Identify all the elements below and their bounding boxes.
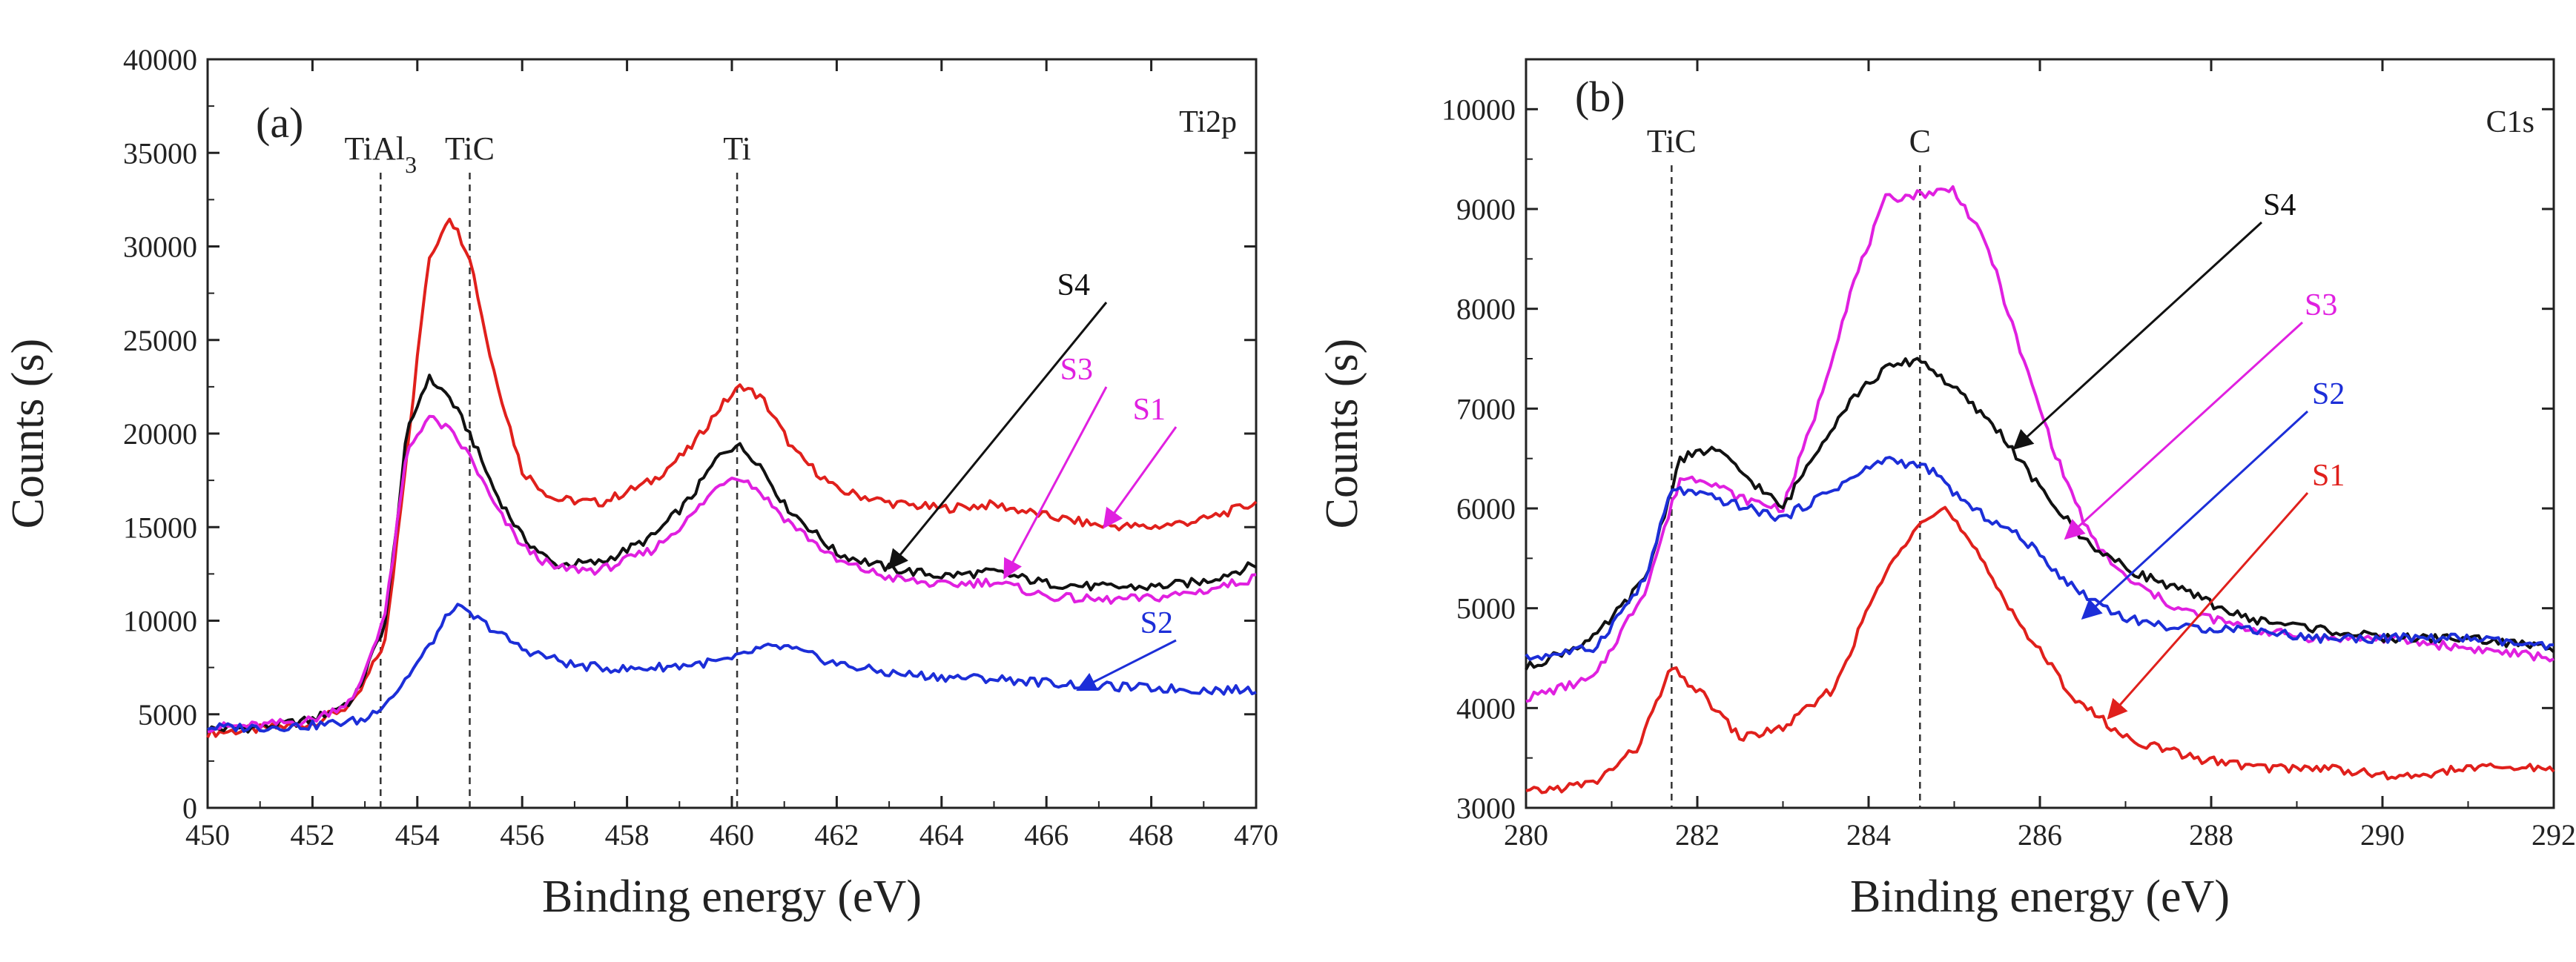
x-tick-label: 466 [1024,818,1069,852]
series-line-s2 [1525,456,2554,661]
x-tick-label: 282 [1675,818,1720,852]
y-axis-title: Counts (s) [1317,339,1367,529]
panel-tag: (b) [1575,73,1625,121]
series-line-s4 [206,374,1257,734]
y-tick-label: 0 [182,792,197,825]
x-tick-label: 464 [919,818,964,852]
x-tick-label: 290 [2360,818,2405,852]
y-tick-label: 5000 [1456,592,1516,626]
y-tick-label: 6000 [1456,492,1516,525]
panel-tag: (a) [256,99,303,147]
y-tick-label: 9000 [1456,193,1516,226]
corner-label: Ti2p [1179,105,1237,139]
annotation-arrow-s4 [2012,221,2263,451]
annotation-arrow-s3 [1003,386,1108,580]
x-axis-title: Binding energy (eV) [1850,872,2230,922]
annotation-label-s3: S3 [2305,288,2337,322]
annotation-label-s2: S2 [1140,606,1173,640]
annotation-label-s3: S3 [1060,353,1093,387]
y-tick-label: 4000 [1456,691,1516,725]
y-tick-label: 35000 [123,136,197,170]
x-tick-label: 284 [1846,818,1891,852]
plot-frame [1525,58,2555,809]
y-tick-label: 30000 [123,230,197,264]
reference-label: TiAl3 [345,130,417,178]
x-tick-label: 280 [1504,818,1548,852]
y-axis-title: Counts (s) [3,339,53,529]
x-tick-label: 470 [1234,818,1278,852]
reference-label: C [1909,123,1931,159]
y-tick-label: 8000 [1456,293,1516,326]
x-tick-label: 456 [500,818,544,852]
annotation-label-s2: S2 [2312,377,2345,411]
series-line-s1 [1525,505,2555,795]
corner-label: C1s [2486,105,2534,139]
panel-b-c1s: 280 282 284 286 288 290 292 3000 4000 5000 6000 700… [1317,58,2576,922]
annotation-label-s1: S1 [1133,393,1166,427]
y-tick-label: 10000 [1441,93,1516,126]
reference-label: Ti [723,130,751,167]
reference-label: TiC [1647,123,1697,159]
annotation-arrow-s2 [1076,639,1177,691]
annotation-arrow-s2 [2081,410,2309,620]
y-tick-label: 40000 [123,43,197,76]
y-tick-label: 3000 [1456,792,1516,825]
series-line-s4 [1525,356,2555,671]
series-line-s3 [207,414,1257,734]
x-tick-label: 452 [290,818,334,852]
panel-a-ti2p: 450 452 454 456 458 460 462 464 466 468 470 0 5000 10… [3,43,1278,922]
x-tick-label: 460 [710,818,754,852]
annotation-arrow-s1 [2107,492,2309,720]
y-tick-label: 25000 [123,324,197,357]
x-tick-label: 454 [395,818,440,852]
x-tick-label: 292 [2532,818,2576,852]
y-tick-label: 7000 [1456,392,1516,425]
annotation-arrow-s3 [2064,321,2304,540]
annotation-label-s4: S4 [1057,268,1090,302]
y-tick-label: 5000 [138,698,197,732]
y-tick-label: 20000 [123,417,197,451]
x-tick-label: 468 [1129,818,1174,852]
reference-label: TiC [445,130,495,167]
series-line-s3 [1525,185,2554,703]
annotation-arrow-s1 [1103,426,1178,529]
x-tick-label: 450 [185,818,230,852]
x-tick-label: 462 [814,818,859,852]
x-tick-label: 286 [2018,818,2062,852]
annotation-arrow-s4 [888,302,1108,570]
x-axis-title: Binding energy (eV) [542,872,922,922]
x-tick-label: 288 [2189,818,2233,852]
y-tick-label: 15000 [123,511,197,544]
series-line-s1 [206,217,1258,738]
annotation-label-s4: S4 [2263,188,2296,222]
x-tick-label: 458 [605,818,650,852]
plot-frame [206,58,1258,809]
annotation-label-s1: S1 [2312,459,2345,493]
y-tick-label: 10000 [123,605,197,638]
